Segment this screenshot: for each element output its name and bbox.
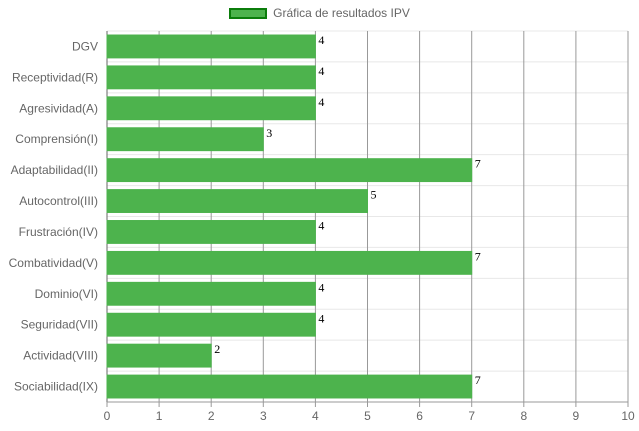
category-label: Dominio(VI) (35, 287, 98, 301)
x-tick-label: 5 (364, 409, 371, 423)
x-axis-ticks: 0 1 2 3 4 5 6 7 8 9 10 (104, 409, 635, 423)
value-labels: 4 4 4 3 7 5 4 7 4 4 2 7 (214, 33, 481, 387)
category-label: DGV (72, 39, 98, 53)
value-label: 4 (318, 95, 324, 109)
x-tick-label: 8 (520, 409, 527, 423)
bar (106, 34, 316, 59)
bar (106, 343, 212, 368)
category-label: Frustración(IV) (19, 225, 98, 239)
value-label: 7 (475, 373, 481, 387)
bar (106, 312, 316, 337)
x-tick-label: 4 (312, 409, 319, 423)
x-tick-label: 10 (621, 409, 635, 423)
x-tick-label: 0 (104, 409, 111, 423)
legend-swatch (229, 8, 268, 19)
category-label: Seguridad(VII) (21, 318, 98, 332)
value-label: 5 (371, 188, 377, 202)
x-tick-label: 7 (468, 409, 475, 423)
legend-label: Gráfica de resultados IPV (273, 6, 410, 20)
bar (106, 158, 473, 183)
chart-legend[interactable]: Gráfica de resultados IPV (0, 6, 639, 20)
category-label: Autocontrol(III) (19, 194, 98, 208)
x-tick-label: 2 (208, 409, 215, 423)
value-label: 7 (475, 157, 481, 171)
category-label: Comprensión(I) (15, 132, 98, 146)
bar (106, 65, 316, 90)
grid-lines (106, 30, 629, 407)
category-label: Agresividad(A) (19, 101, 98, 115)
category-labels: DGV Receptividad(R) Agresividad(A) Comprens… (9, 39, 98, 393)
x-tick-label: 3 (260, 409, 267, 423)
value-label: 7 (475, 249, 481, 263)
category-label: Sociabilidad(IX) (14, 380, 98, 394)
x-tick-label: 9 (573, 409, 580, 423)
bar (106, 220, 316, 244)
value-label: 3 (266, 126, 272, 140)
bar (106, 281, 316, 306)
category-label: Combatividad(V) (9, 256, 98, 270)
bars-group (106, 34, 473, 399)
category-label: Adaptabilidad(II) (11, 163, 98, 177)
bar (106, 374, 473, 399)
value-label: 4 (318, 311, 324, 325)
value-label: 4 (318, 64, 324, 78)
bar (106, 189, 368, 213)
value-label: 4 (318, 280, 324, 294)
value-label: 2 (214, 342, 220, 356)
x-tick-label: 6 (416, 409, 423, 423)
value-label: 4 (318, 33, 324, 47)
category-label: Actividad(VIII) (23, 349, 98, 363)
value-label: 4 (318, 219, 324, 233)
category-label: Receptividad(R) (12, 70, 98, 84)
x-tick-label: 1 (156, 409, 163, 423)
bar (106, 96, 316, 121)
bar (106, 127, 264, 152)
bar (106, 250, 473, 275)
